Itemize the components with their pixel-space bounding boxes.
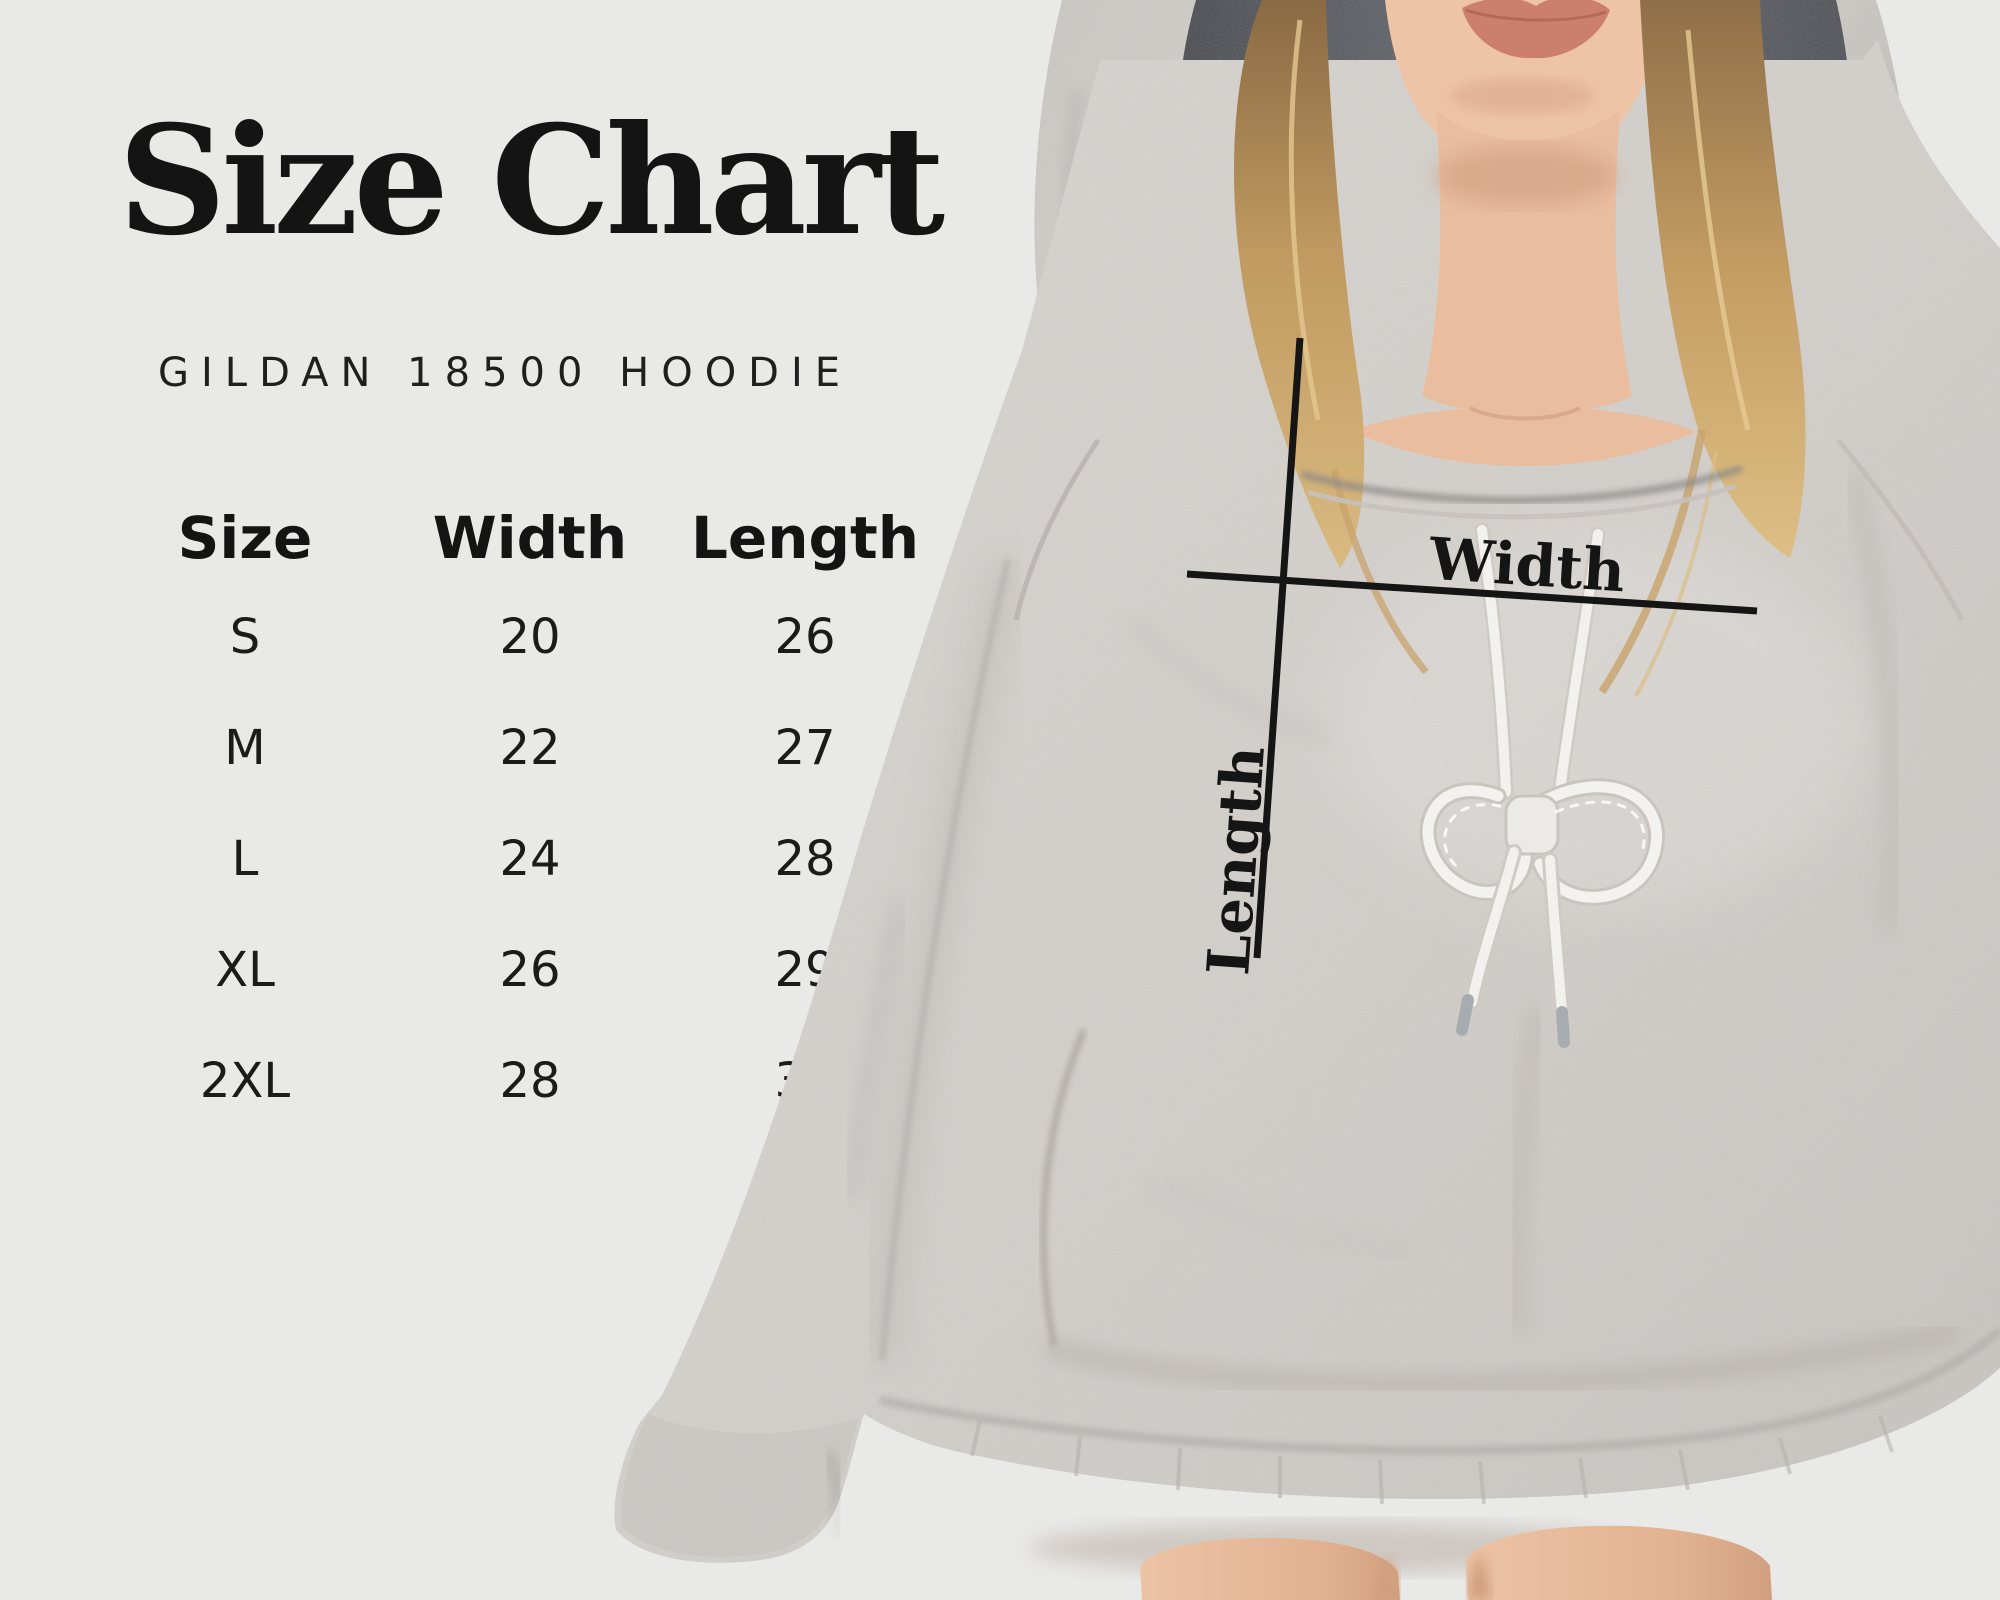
page-subtitle: GILDAN 18500 HOODIE: [158, 350, 853, 396]
pocket-seam: [1040, 1028, 1088, 1347]
hoodie-model-photo: Width Length: [614, 0, 2000, 1600]
size-cell: L: [231, 830, 259, 887]
sleeve-cuff: [621, 1414, 858, 1557]
size-cell: XL: [215, 941, 275, 998]
size-cell: M: [224, 719, 266, 776]
width-value: 24: [499, 830, 561, 887]
column-header-size: Size: [177, 503, 313, 572]
column-header-width: Width: [432, 503, 628, 572]
width-value: 26: [499, 941, 561, 998]
width-value: 28: [499, 1052, 561, 1109]
model-chest: [1352, 406, 1696, 466]
length-value: 27: [774, 719, 836, 776]
model-hair: [1234, 0, 1806, 697]
width-measure-label: Width: [1426, 525, 1627, 606]
model-face: [1352, 0, 1696, 466]
width-value: 22: [499, 719, 561, 776]
lips: [1462, 0, 1610, 59]
column-header-length: Length: [690, 503, 920, 572]
length-measure-line: [1253, 337, 1304, 959]
drawstring-bow: [1419, 522, 1666, 1048]
measurement-overlay: Width Length: [1186, 337, 1758, 978]
width-measure-line: [1186, 570, 1758, 615]
model-legs: [1140, 1525, 1772, 1600]
size-cell: S: [229, 608, 261, 665]
collar-seam: [1300, 464, 1744, 520]
hem-band: [879, 1327, 2000, 1505]
length-value: 26: [774, 608, 836, 665]
size-cell: 2XL: [199, 1052, 291, 1109]
width-value: 20: [499, 608, 561, 665]
page-title: Size Chart: [118, 93, 945, 269]
length-value: 28: [774, 830, 836, 887]
size-table: Size Width Length S 20 26 M 22 27 L 24 2…: [95, 470, 945, 1136]
length-measure-label: Length: [1194, 744, 1278, 978]
